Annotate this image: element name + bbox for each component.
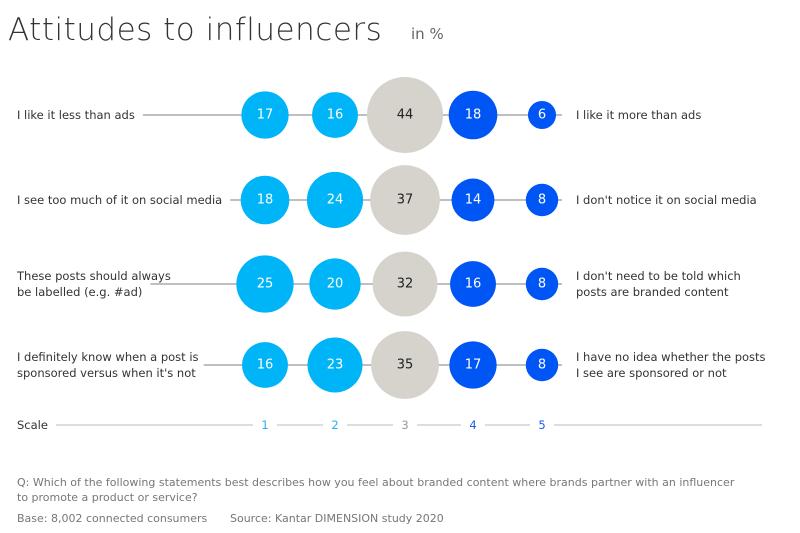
scale-label: Scale bbox=[17, 418, 48, 432]
bubble-scale-1 bbox=[241, 91, 289, 139]
bubble-value: 16 bbox=[257, 358, 274, 373]
row-left-label: I see too much of it on social media bbox=[17, 193, 222, 207]
bubble-scale-1 bbox=[236, 255, 294, 313]
bubble-value: 16 bbox=[465, 277, 482, 292]
bubble-value: 17 bbox=[257, 108, 274, 123]
bubble-value: 25 bbox=[257, 277, 274, 292]
bubble-value: 32 bbox=[397, 277, 414, 292]
chart-row: I definitely know when a post is sponsore… bbox=[17, 331, 766, 399]
bubble-value: 35 bbox=[397, 358, 414, 373]
scale-tick-label: 1 bbox=[261, 418, 268, 432]
row-left-label-line: These posts should always bbox=[16, 269, 171, 283]
row-right-label: I like it more than ads bbox=[576, 108, 701, 122]
bubble-value: 14 bbox=[465, 193, 482, 208]
scale-tick-label: 2 bbox=[331, 418, 338, 432]
chart-row: I see too much of it on social media I do… bbox=[17, 165, 757, 235]
row-right-label: I have no idea whether the posts I see ar… bbox=[576, 350, 766, 380]
chart-title: Attitudes to influencers bbox=[8, 12, 382, 48]
row-left-label-line: sponsored versus when it's not bbox=[17, 366, 196, 380]
bubble-value: 6 bbox=[538, 108, 546, 123]
bubble-scale-2 bbox=[309, 258, 361, 310]
bubble-value: 8 bbox=[538, 193, 546, 208]
bubble-scale-4 bbox=[451, 178, 495, 222]
row-left-label-line: I like it less than ads bbox=[17, 108, 135, 122]
row-left-label-line: I definitely know when a post is bbox=[17, 350, 199, 364]
bubble-scale-3 bbox=[371, 331, 439, 399]
bubble-value: 8 bbox=[538, 358, 546, 373]
footer-base: Base: 8,002 connected consumers bbox=[17, 512, 208, 525]
scale-tick-label: 4 bbox=[469, 418, 476, 432]
row-right-label: I don't need to be told which posts are b… bbox=[576, 269, 741, 299]
row-right-label-line: I don't notice it on social media bbox=[576, 193, 757, 207]
bubble-scale-3 bbox=[372, 251, 438, 317]
bubble-scale-1 bbox=[240, 175, 290, 225]
bubble-value: 18 bbox=[257, 193, 274, 208]
bubble-scale-5 bbox=[527, 100, 557, 130]
bubble-value: 20 bbox=[327, 277, 344, 292]
footer: Q: Which of the following statements bes… bbox=[17, 476, 735, 525]
bubble-scale-4 bbox=[450, 261, 496, 307]
chart-row: These posts should always be labelled (e.… bbox=[16, 251, 741, 317]
row-right-label-line: I like it more than ads bbox=[576, 108, 701, 122]
bubble-scale-2 bbox=[312, 92, 358, 138]
bubble-value: 23 bbox=[327, 358, 344, 373]
row-right-label: I don't notice it on social media bbox=[576, 193, 757, 207]
bubble-value: 8 bbox=[538, 277, 546, 292]
bubble-scale-1 bbox=[242, 342, 288, 388]
bubble-value: 37 bbox=[397, 193, 414, 208]
scale-tick-label: 5 bbox=[538, 418, 545, 432]
bubble-value: 24 bbox=[327, 193, 344, 208]
row-left-label: These posts should always be labelled (e.… bbox=[16, 269, 171, 299]
chart-unit: in % bbox=[411, 25, 444, 43]
row-left-label-line: be labelled (e.g. #ad) bbox=[17, 285, 142, 299]
row-right-label-line: I don't need to be told which bbox=[576, 269, 741, 283]
scale-tick-label: 3 bbox=[401, 418, 408, 432]
bubble-scale-5 bbox=[525, 267, 559, 301]
bubble-scale-5 bbox=[525, 348, 559, 382]
bubble-scale-2 bbox=[307, 337, 363, 393]
row-right-label-line: posts are branded content bbox=[576, 285, 729, 299]
bubble-scale-3 bbox=[366, 76, 444, 154]
row-left-label: I definitely know when a post is sponsore… bbox=[17, 350, 199, 380]
row-right-label-line: I have no idea whether the posts bbox=[576, 350, 766, 364]
footer-question-line-1: Q: Which of the following statements bes… bbox=[17, 476, 735, 489]
bubble-value: 44 bbox=[397, 108, 414, 123]
bubble-value: 18 bbox=[465, 108, 482, 123]
bubble-scale-5 bbox=[525, 183, 559, 217]
bubble-value: 17 bbox=[465, 358, 482, 373]
bubble-scale-2 bbox=[306, 171, 364, 229]
bubble-scale-4 bbox=[448, 90, 498, 140]
chart-row: I like it less than ads I like it more th… bbox=[17, 76, 701, 154]
bubble-scale-4 bbox=[449, 341, 497, 389]
row-left-label-line: I see too much of it on social media bbox=[17, 193, 222, 207]
row-left-label: I like it less than ads bbox=[17, 108, 135, 122]
bubble-scale-3 bbox=[370, 165, 440, 235]
bubble-value: 16 bbox=[327, 108, 344, 123]
footer-source: Source: Kantar DIMENSION study 2020 bbox=[230, 512, 444, 525]
row-right-label-line: I see are sponsored or not bbox=[576, 366, 727, 380]
footer-question-line-2: to promote a product or service? bbox=[17, 491, 198, 504]
